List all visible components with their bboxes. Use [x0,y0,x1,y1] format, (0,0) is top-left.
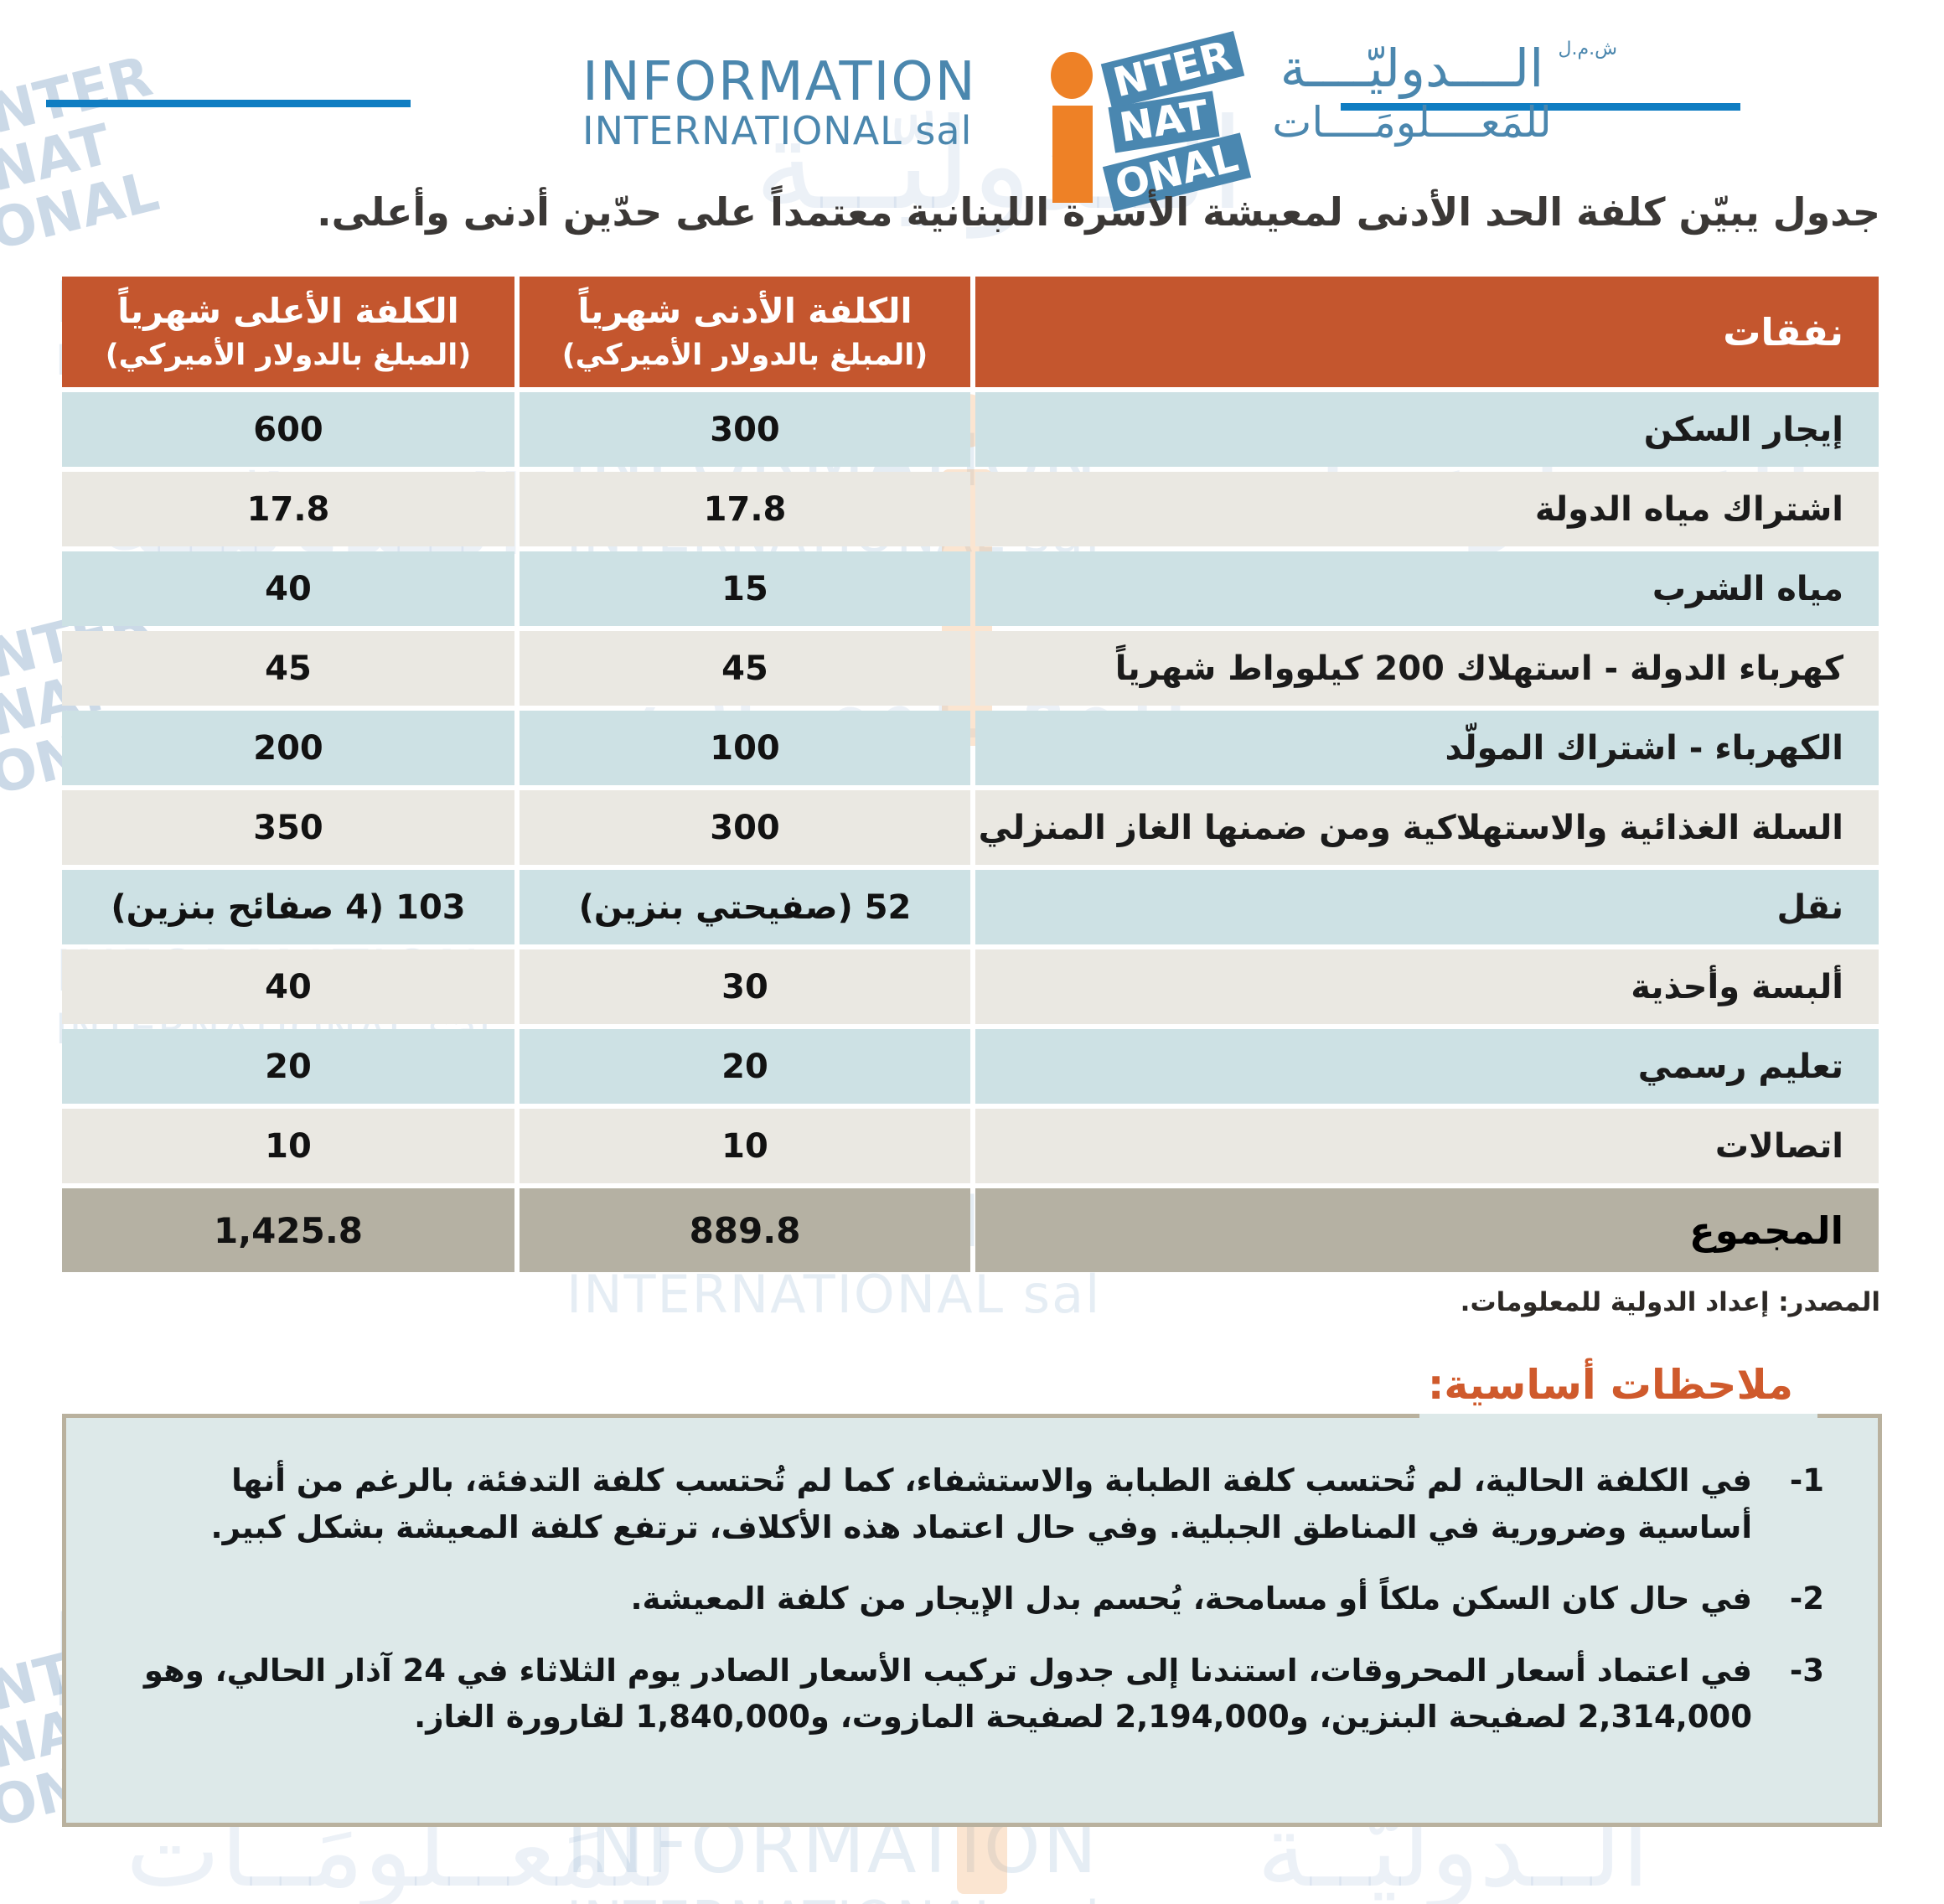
logo-line2: INTERNATIONAL sal [582,108,973,153]
table-row-min: 10 [520,1109,970,1183]
notes-box: 1- في الكلفة الحالية، لم تُحتسب كلفة الط… [62,1414,1882,1827]
note-text: في الكلفة الحالية، لم تُحتسب كلفة الطباب… [210,1462,1752,1545]
max-cost-subtitle: (المبلغ بالدولار الأميركي) [105,339,472,373]
table-row-max: 200 [62,711,514,785]
source-note: المصدر: إعداد الدولية للمعلومات. [1460,1287,1880,1317]
table-row-min: 45 [520,631,970,706]
logo-arabic-line2: للمَعــــلومَــــات [1272,98,1552,147]
column-header-min-cost: الكلفة الأدنى شهرياً (المبلغ بالدولار ال… [520,277,970,387]
table-row-label: كهرباء الدولة - استهلاك 200 كيلوواط شهري… [975,631,1879,706]
header-rule-right [1341,103,1740,111]
table-row-label: السلة الغذائية والاستهلاكية ومن ضمنها ال… [975,790,1879,865]
note-marker: 3- [1789,1652,1824,1689]
notes-heading: ملاحظات أساسية: [1427,1361,1793,1409]
total-row-min: 889.8 [520,1188,970,1272]
note-item-2: 2- في حال كان السكن ملكاً أو مسامحة، يُح… [115,1575,1829,1622]
table-row-label: اتصالات [975,1109,1879,1183]
total-row-label: المجموع [975,1188,1879,1272]
note-text: في حال كان السكن ملكاً أو مسامحة، يُحسم … [630,1581,1752,1617]
column-header-expenses: نفقات [975,277,1879,387]
max-cost-title: الكلفة الأعلى شهرياً [117,290,459,331]
header-rule-left [46,100,411,107]
table-row-label: اشتراك مياه الدولة [975,472,1879,546]
table-row-min: 100 [520,711,970,785]
table-row-max: 40 [62,949,514,1024]
logo-i-icon [1046,49,1104,203]
table-row-min: 17.8 [520,472,970,546]
table-row-label: إيجار السكن [975,392,1879,467]
table-row-max: 20 [62,1029,514,1104]
table-row-min: 20 [520,1029,970,1104]
logo-line1: INFORMATION [582,51,977,113]
note-item-1: 1- في الكلفة الحالية، لم تُحتسب كلفة الط… [115,1457,1829,1550]
note-text: في اعتماد أسعار المحروقات، استندنا إلى ج… [143,1652,1752,1736]
table-row-max: 40 [62,551,514,626]
table-row-label: مياه الشرب [975,551,1879,626]
table-row-label: تعليم رسمي [975,1029,1879,1104]
logo-arabic-calligraphy: ش.م.ل الــــدوليّــــة للمَعــــلومَــــ… [1215,38,1617,147]
table-row-min: 300 [520,392,970,467]
table-row-max: 600 [62,392,514,467]
table-row-max: 10 [62,1109,514,1183]
min-cost-title: الكلفة الأدنى شهرياً [577,290,913,331]
page-title: جدول يبيّن كلفة الحد الأدنى لمعيشة الأسر… [317,189,1880,235]
table-row-min: 300 [520,790,970,865]
note-marker: 1- [1789,1462,1824,1498]
cost-table: نفقات الكلفة الأدنى شهرياً (المبلغ بالدو… [62,277,1879,1272]
logo-arabic-line1: الــــدوليّــــة [1280,38,1544,99]
table-row-max: 45 [62,631,514,706]
logo-arabic-small: ش.م.ل [1558,39,1617,60]
table-row-min: 30 [520,949,970,1024]
note-marker: 2- [1789,1581,1824,1617]
table-row-label: ألبسة وأحذية [975,949,1879,1024]
table-row-min: 15 [520,551,970,626]
table-row-max: 103 (4 صفائح بنزين) [62,870,514,944]
notes-box-top-border-right [1817,1414,1878,1418]
total-row-max: 1,425.8 [62,1188,514,1272]
logo-i-stem [1052,106,1093,203]
logo-wordmark: INFORMATION INTERNATIONAL sal [582,55,977,153]
table-row-max: 350 [62,790,514,865]
logo-i-dot [1051,52,1093,99]
table-row-min: 52 (صفيحتي بنزين) [520,870,970,944]
column-header-max-cost: الكلفة الأعلى شهرياً (المبلغ بالدولار ال… [62,277,514,387]
min-cost-subtitle: (المبلغ بالدولار الأميركي) [561,339,928,373]
note-item-3: 3- في اعتماد أسعار المحروقات، استندنا إل… [115,1648,1829,1741]
table-row-label: الكهرباء - اشتراك المولّد [975,711,1879,785]
table-row-label: نقل [975,870,1879,944]
table-row-max: 17.8 [62,472,514,546]
notes-box-top-border-left [66,1414,1419,1418]
